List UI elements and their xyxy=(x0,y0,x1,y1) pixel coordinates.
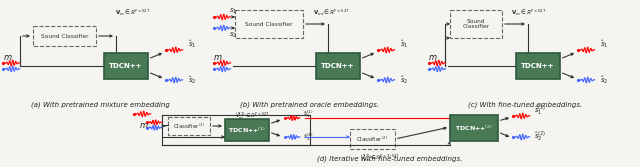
Text: $\mathbf{V}_{mt} \in \mathbb{R}^{F\times 527}$: $\mathbf{V}_{mt} \in \mathbb{R}^{F\times… xyxy=(313,8,350,18)
Text: Sound Classifier: Sound Classifier xyxy=(41,34,88,39)
Text: $\mathbf{V}_m \in \mathbb{R}^{F\times 527}$: $\mathbf{V}_m \in \mathbb{R}^{F\times 52… xyxy=(511,8,547,18)
Text: $\hat{s}_2^{(1)}$: $\hat{s}_2^{(1)}$ xyxy=(303,131,314,143)
Text: (a) With pretrained mixture embedding: (a) With pretrained mixture embedding xyxy=(31,101,170,108)
FancyBboxPatch shape xyxy=(168,117,210,135)
Text: Classifier$^{(1)}$: Classifier$^{(1)}$ xyxy=(173,121,205,131)
Text: $s_2$: $s_2$ xyxy=(229,30,237,40)
FancyBboxPatch shape xyxy=(104,53,148,79)
Text: $\hat{V}_{mt}^{(2)} \in \mathbb{R}^{F\times 3\cdot 527}$: $\hat{V}_{mt}^{(2)} \in \mathbb{R}^{F\ti… xyxy=(360,153,400,164)
Text: $\mathbf{V}_m \in \mathbb{R}^{F\times 527}$: $\mathbf{V}_m \in \mathbb{R}^{F\times 52… xyxy=(115,8,150,18)
Text: TDCN++: TDCN++ xyxy=(521,63,555,69)
FancyBboxPatch shape xyxy=(450,115,498,141)
Text: $\hat{s}_1^{(1)}$: $\hat{s}_1^{(1)}$ xyxy=(303,108,314,120)
Text: TDCN++: TDCN++ xyxy=(321,63,355,69)
FancyBboxPatch shape xyxy=(450,10,502,38)
Text: $\hat{s}_2^{(2)}$: $\hat{s}_2^{(2)}$ xyxy=(534,130,546,144)
Text: m: m xyxy=(214,52,222,61)
Text: $\hat{s}_2$: $\hat{s}_2$ xyxy=(188,74,196,86)
FancyBboxPatch shape xyxy=(350,129,395,149)
Text: TDCN++: TDCN++ xyxy=(109,63,143,69)
Text: (d) Iterative with fine-tuned embeddings.: (d) Iterative with fine-tuned embeddings… xyxy=(317,155,463,162)
FancyBboxPatch shape xyxy=(516,53,560,79)
FancyBboxPatch shape xyxy=(225,119,269,141)
FancyBboxPatch shape xyxy=(33,26,96,46)
Text: Sound Classifier: Sound Classifier xyxy=(245,22,292,27)
Text: $\hat{s}_1$: $\hat{s}_1$ xyxy=(600,38,609,50)
Text: Classifier$^{(2)}$: Classifier$^{(2)}$ xyxy=(356,134,388,144)
FancyBboxPatch shape xyxy=(235,10,303,38)
Text: m: m xyxy=(4,52,12,61)
FancyBboxPatch shape xyxy=(316,53,360,79)
Text: $s_1$: $s_1$ xyxy=(229,6,237,16)
Text: $\hat{s}_1$: $\hat{s}_1$ xyxy=(400,38,408,50)
Text: $\hat{V}_m^{(1)} \in \mathbb{R}^{F\times 527}$: $\hat{V}_m^{(1)} \in \mathbb{R}^{F\times… xyxy=(235,111,270,122)
Text: $\hat{s}_1^{(2)}$: $\hat{s}_1^{(2)}$ xyxy=(534,104,546,118)
Text: Sound
Classifier: Sound Classifier xyxy=(463,19,490,29)
Text: TDCN++$^{(1)}$: TDCN++$^{(1)}$ xyxy=(228,125,266,135)
Text: m: m xyxy=(429,52,437,61)
Text: (b) With pretrained oracle embeddings.: (b) With pretrained oracle embeddings. xyxy=(241,101,380,108)
Text: $\hat{s}_2$: $\hat{s}_2$ xyxy=(600,74,609,86)
Text: $\hat{s}_1$: $\hat{s}_1$ xyxy=(188,38,196,50)
Text: (c) With fine-tuned embeddings.: (c) With fine-tuned embeddings. xyxy=(468,101,582,108)
Text: m: m xyxy=(140,121,148,129)
Text: $\hat{s}_2$: $\hat{s}_2$ xyxy=(400,74,408,86)
Text: TDCN++$^{(2)}$: TDCN++$^{(2)}$ xyxy=(455,123,493,133)
